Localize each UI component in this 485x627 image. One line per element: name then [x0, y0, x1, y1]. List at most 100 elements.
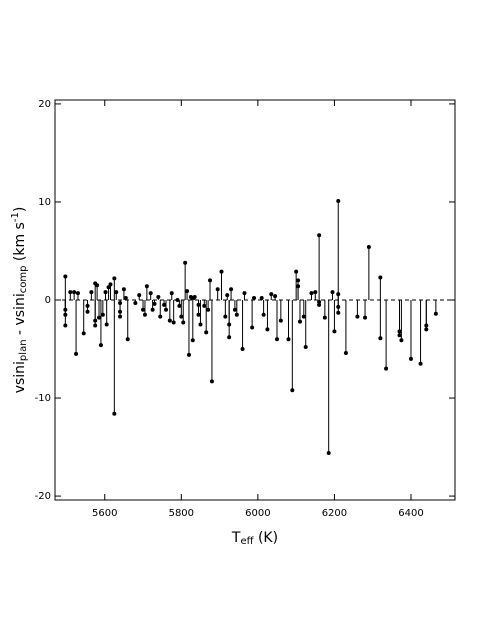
point: [141, 307, 146, 312]
point: [85, 309, 90, 314]
point: [162, 302, 167, 307]
point: [204, 330, 209, 335]
point: [313, 290, 318, 295]
point: [185, 289, 190, 294]
label-part: plan: [18, 339, 29, 361]
y-tick-label: -10: [35, 393, 51, 404]
x-tick-label: 5600: [92, 508, 117, 519]
point: [240, 347, 245, 352]
point: [219, 269, 224, 274]
point: [363, 315, 368, 320]
point: [269, 292, 274, 297]
point: [123, 296, 128, 301]
point: [229, 287, 234, 292]
point: [208, 278, 213, 283]
point: [169, 291, 174, 296]
label-part: eff: [240, 536, 254, 547]
point: [336, 198, 341, 203]
y-tick-label: 0: [45, 295, 51, 306]
x-axis-label: Teff (K): [231, 530, 278, 547]
point: [278, 318, 283, 323]
y-tick-label: 10: [38, 197, 51, 208]
point: [378, 275, 383, 280]
point: [384, 366, 389, 371]
point: [186, 352, 191, 357]
point: [225, 293, 230, 298]
point: [209, 379, 214, 384]
label-part: comp: [18, 266, 29, 294]
point: [183, 260, 188, 265]
point: [190, 338, 195, 343]
point: [326, 450, 331, 455]
point: [171, 320, 176, 325]
point: [215, 287, 220, 292]
point: [273, 294, 278, 299]
point: [275, 337, 280, 342]
point: [227, 335, 232, 340]
point: [290, 388, 295, 393]
point: [179, 314, 184, 319]
point: [336, 292, 341, 297]
label-part: (km s: [12, 222, 28, 265]
point: [152, 301, 157, 306]
point: [196, 312, 201, 317]
point: [177, 303, 182, 308]
point: [112, 276, 117, 281]
label-part: vsini: [12, 361, 28, 393]
point: [336, 310, 341, 315]
point: [68, 290, 73, 295]
label-part: T: [231, 530, 241, 546]
y-tick-label: 20: [38, 99, 51, 110]
x-tick-label: 5800: [169, 508, 194, 519]
point: [424, 323, 429, 328]
point: [433, 311, 438, 316]
point: [303, 345, 308, 350]
point: [137, 293, 142, 298]
point: [309, 291, 314, 296]
point: [206, 307, 211, 312]
point: [100, 312, 105, 317]
point: [133, 300, 138, 305]
point: [294, 269, 299, 274]
point: [202, 303, 207, 308]
point: [95, 283, 100, 288]
x-tick-label: 6000: [245, 508, 270, 519]
point: [424, 327, 429, 332]
point: [234, 312, 239, 317]
point: [265, 327, 270, 332]
y-tick-label: -20: [35, 491, 51, 502]
x-tick-label: 6200: [322, 508, 347, 519]
point: [114, 290, 119, 295]
point: [121, 287, 126, 292]
point: [317, 233, 322, 238]
x-tick-label: 6400: [398, 508, 423, 519]
point: [317, 302, 322, 307]
point: [74, 351, 79, 356]
point: [332, 329, 337, 334]
point: [261, 312, 266, 317]
point: [150, 307, 155, 312]
point: [98, 343, 103, 348]
point: [366, 245, 371, 250]
point: [175, 298, 180, 302]
point: [106, 285, 111, 290]
point: [103, 290, 108, 295]
point: [322, 315, 327, 320]
point: [93, 318, 98, 323]
label-part: (K): [254, 530, 279, 546]
point: [181, 320, 186, 325]
point: [72, 290, 77, 295]
point: [242, 291, 247, 296]
point: [148, 291, 153, 296]
point: [112, 411, 117, 416]
point: [252, 296, 257, 301]
point: [158, 314, 163, 319]
point: [144, 284, 149, 289]
point: [81, 331, 86, 336]
label-part: -1: [10, 212, 21, 222]
point: [118, 314, 123, 319]
point: [63, 323, 68, 328]
point: [296, 278, 301, 283]
point: [104, 322, 109, 327]
